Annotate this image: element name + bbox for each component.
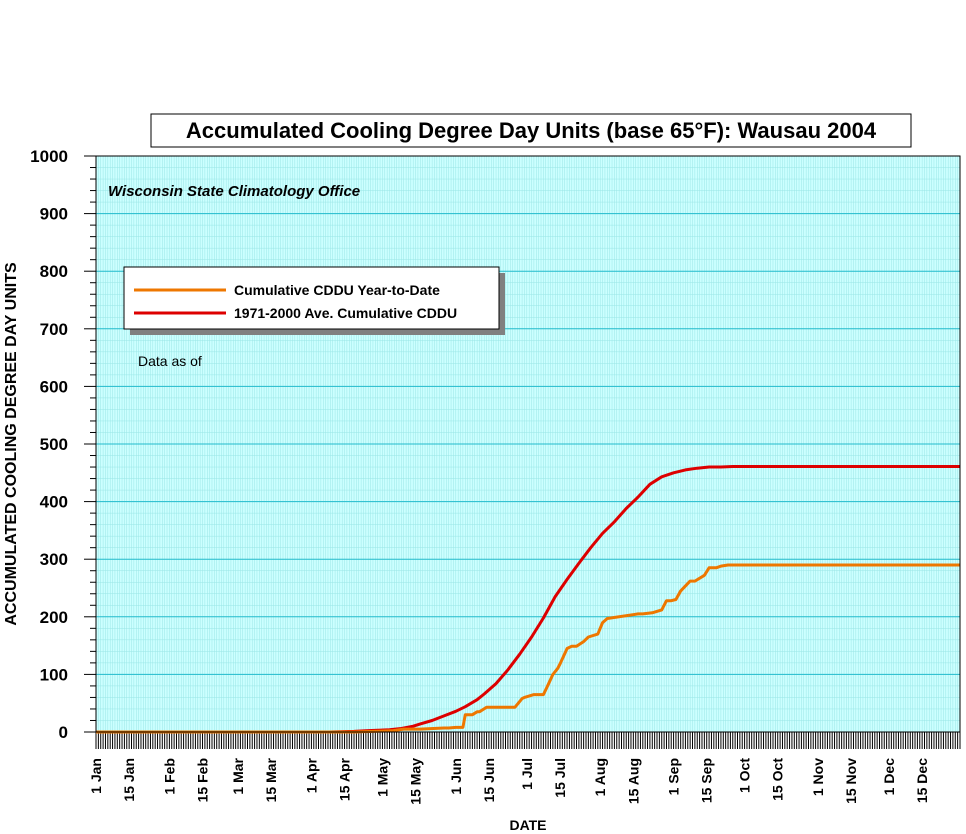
x-axis-tick-labels: 1 Jan 15 Jan 1 Feb 15 Feb 1 Mar 15 Mar 1 Apr 15… (88, 757, 930, 804)
y-tick-label: 0 (59, 723, 68, 742)
y-axis-tick-labels: 0 100 200 300 400 500 600 700 800 900 1000 (30, 147, 68, 742)
x-tick-label: 15 Jun (481, 758, 497, 802)
x-tick-label: 1 Sep (666, 758, 682, 795)
x-tick-label: 1 Mar (230, 757, 246, 794)
legend-box (123, 266, 500, 330)
x-tick-label: 15 Aug (625, 758, 641, 804)
x-tick-label: 1 Aug (592, 758, 608, 796)
y-axis-ticks (84, 155, 96, 733)
y-tick-label: 800 (40, 262, 68, 281)
x-tick-label: 1 Jun (448, 758, 464, 795)
x-tick-label: 1 May (374, 758, 390, 797)
x-tick-label: 15 Nov (843, 758, 859, 804)
y-tick-label: 500 (40, 435, 68, 454)
title-box (150, 113, 912, 148)
x-tick-label: 15 Oct (770, 758, 786, 801)
series-layer (96, 465, 960, 734)
y-axis-title: ACCUMULATED COOLING DEGREE DAY UNITS (3, 262, 20, 626)
x-tick-label: 1 Jan (88, 758, 104, 794)
legend-label-average: 1971-2000 Ave. Cumulative CDDU (234, 305, 457, 321)
source-annotation: Wisconsin State Climatology Office (108, 183, 360, 200)
y-tick-label: 100 (40, 665, 68, 684)
series-line-ytd (96, 563, 960, 734)
x-tick-label: 15 Jan (121, 758, 137, 802)
x-tick-label: 15 Sep (699, 758, 715, 803)
x-tick-label: 1 Apr (303, 757, 319, 793)
x-axis-title: DATE (509, 817, 546, 833)
x-tick-label: 1 Nov (810, 758, 826, 796)
x-tick-label: 1 Feb (161, 758, 177, 795)
x-tick-label: 15 May (408, 758, 424, 805)
x-axis-ticks (95, 732, 961, 749)
legend-label-ytd: Cumulative CDDU Year-to-Date (234, 282, 440, 298)
y-tick-label: 1000 (30, 147, 68, 166)
x-tick-label: 15 Mar (263, 757, 279, 802)
y-tick-label: 700 (40, 320, 68, 339)
x-tick-label: 15 Feb (195, 758, 211, 802)
x-tick-label: 15 Jul (552, 758, 568, 798)
x-tick-label: 15 Dec (914, 758, 930, 803)
data-as-of-annotation: Data as of (138, 353, 202, 369)
y-tick-label: 600 (40, 377, 68, 396)
x-tick-label: 1 Oct (737, 758, 753, 793)
y-tick-label: 900 (40, 205, 68, 224)
chart-title: Accumulated Cooling Degree Day Units (ba… (186, 118, 877, 143)
x-tick-label: 1 Jul (519, 758, 535, 790)
x-tick-label: 15 Apr (337, 757, 353, 801)
y-tick-label: 300 (40, 550, 68, 569)
y-tick-label: 400 (40, 493, 68, 512)
y-tick-label: 200 (40, 608, 68, 627)
x-tick-label: 1 Dec (881, 758, 897, 796)
plot-border (95, 155, 961, 733)
